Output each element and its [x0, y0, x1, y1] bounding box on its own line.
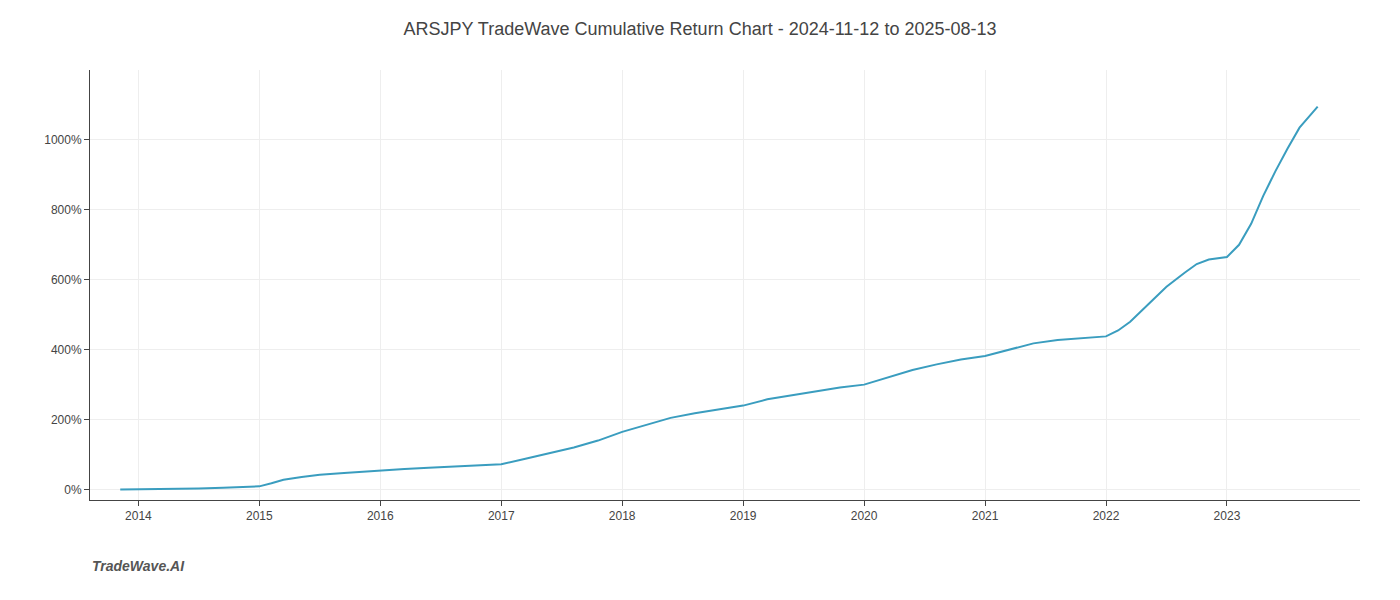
svg-text:2020: 2020 — [851, 509, 878, 523]
svg-text:2015: 2015 — [246, 509, 273, 523]
svg-text:400%: 400% — [51, 343, 82, 357]
svg-text:2023: 2023 — [1214, 509, 1241, 523]
svg-text:200%: 200% — [51, 413, 82, 427]
svg-text:2022: 2022 — [1093, 509, 1120, 523]
svg-text:600%: 600% — [51, 273, 82, 287]
svg-text:0%: 0% — [64, 483, 82, 497]
svg-text:1000%: 1000% — [44, 133, 82, 147]
svg-text:800%: 800% — [51, 203, 82, 217]
svg-text:2017: 2017 — [488, 509, 515, 523]
svg-text:2014: 2014 — [125, 509, 152, 523]
svg-text:2018: 2018 — [609, 509, 636, 523]
svg-text:2019: 2019 — [730, 509, 757, 523]
svg-text:2021: 2021 — [972, 509, 999, 523]
svg-text:ARSJPY TradeWave Cumulative Re: ARSJPY TradeWave Cumulative Return Chart… — [404, 19, 997, 39]
svg-text:TradeWave.AI: TradeWave.AI — [92, 558, 185, 574]
svg-text:2016: 2016 — [367, 509, 394, 523]
